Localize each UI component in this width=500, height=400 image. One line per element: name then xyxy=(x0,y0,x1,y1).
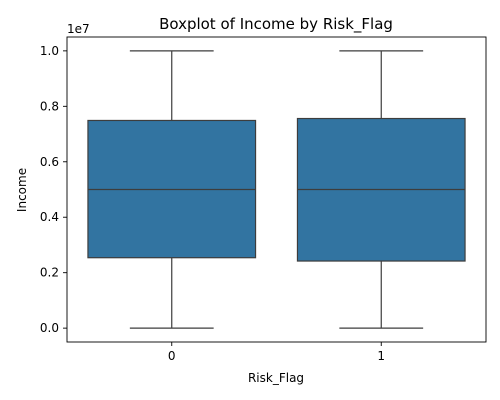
chart-title: Boxplot of Income by Risk_Flag xyxy=(159,15,393,34)
y-axis-label: Income xyxy=(15,168,29,212)
y-tick-label: 0.0 xyxy=(40,321,59,335)
y-tick-label: 0.2 xyxy=(40,266,59,280)
y-tick-label: 0.8 xyxy=(40,99,59,113)
y-tick-label: 1.0 xyxy=(40,44,59,58)
y-tick-label: 0.4 xyxy=(40,210,59,224)
x-tick-label: 1 xyxy=(377,349,385,363)
plot-frame xyxy=(66,36,487,343)
y-tick-label: 0.6 xyxy=(40,155,59,169)
x-tick-label: 0 xyxy=(168,349,176,363)
x-axis-label: Risk_Flag xyxy=(248,371,304,385)
y-axis-offset-label: 1e7 xyxy=(67,22,90,36)
